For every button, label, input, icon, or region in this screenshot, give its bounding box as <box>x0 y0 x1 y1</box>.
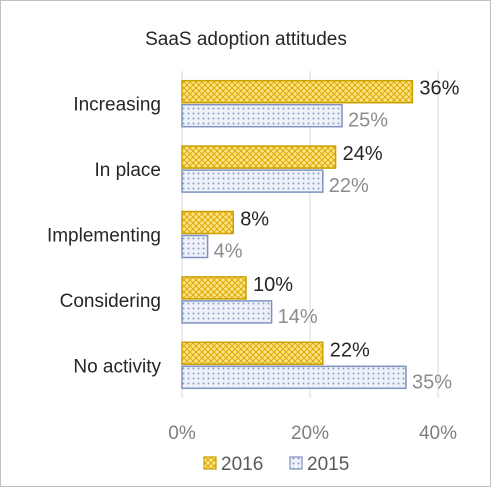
category-label: Implementing <box>47 226 161 247</box>
x-tick-label: 40% <box>419 423 457 444</box>
bar-2015 <box>181 234 209 259</box>
data-label-2016: 22% <box>330 339 370 361</box>
bar-2016 <box>181 341 324 366</box>
data-label-2016: 24% <box>343 143 383 165</box>
chart-title: SaaS adoption attitudes <box>145 29 347 50</box>
x-tick-label: 20% <box>291 423 329 444</box>
data-label-2016: 36% <box>419 78 459 100</box>
legend-swatch-2015 <box>289 456 303 470</box>
legend-label-2015: 2015 <box>307 454 349 475</box>
bar-2016 <box>181 210 234 235</box>
data-label-2016: 8% <box>240 209 269 231</box>
category-label: Considering <box>60 291 161 312</box>
bar-2015 <box>181 103 343 128</box>
legend-swatch-2016 <box>203 456 217 470</box>
bar-2015 <box>181 169 324 193</box>
category-label: In place <box>94 160 161 181</box>
bar-2015 <box>181 300 273 324</box>
x-tick-label: 0% <box>168 423 196 444</box>
bar-2016 <box>181 79 414 104</box>
labels: 0% 20% 40% Increasing 36% 25% In place 24% 22% Im… <box>47 78 460 444</box>
legend: 2016 2015 <box>203 454 349 475</box>
data-label-2016: 10% <box>253 274 293 296</box>
bar-2016 <box>181 145 337 169</box>
data-label-2015: 4% <box>214 241 243 263</box>
category-label: Increasing <box>73 95 161 116</box>
bars <box>181 79 414 390</box>
data-label-2015: 35% <box>412 371 452 393</box>
bar-2015 <box>181 365 407 390</box>
legend-label-2016: 2016 <box>221 454 263 475</box>
data-label-2015: 25% <box>348 110 388 132</box>
bar-2016 <box>181 276 247 300</box>
data-label-2015: 22% <box>329 175 369 197</box>
data-label-2015: 14% <box>278 306 318 328</box>
category-label: No activity <box>73 356 161 377</box>
